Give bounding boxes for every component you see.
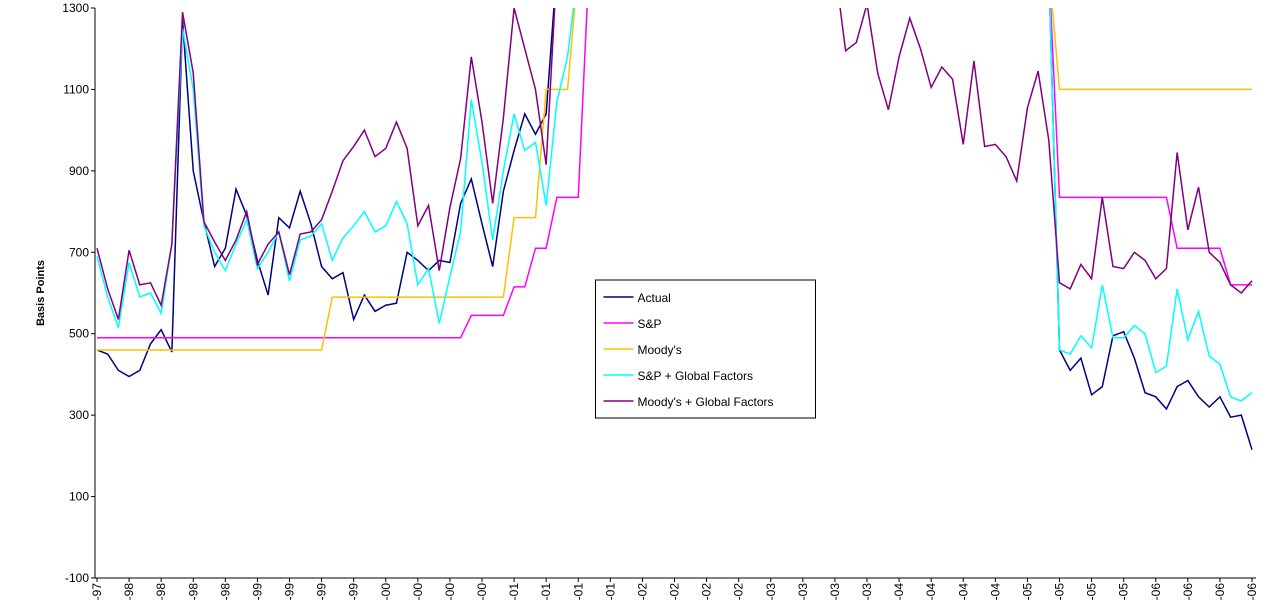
x-tick-label: Jun-00: [411, 583, 425, 600]
legend-label: Actual: [638, 291, 671, 305]
legend-label: Moody's: [638, 343, 682, 357]
series-line: [1051, 8, 1252, 91]
series-line: [1049, 8, 1252, 286]
plot-area: [96, 8, 1253, 450]
x-tick-label: Sep-98: [186, 583, 200, 600]
y-axis-label: Basis Points: [35, 260, 47, 326]
x-tick-label: Mar-04: [892, 583, 906, 600]
y-tick-label: 500: [69, 327, 89, 341]
series-line: [96, 8, 556, 320]
x-tick-label: Dec-06: [1245, 583, 1259, 600]
x-tick-label: Mar-98: [122, 583, 136, 600]
y-tick-label: 1300: [62, 1, 89, 15]
x-tick-label: Dec-01: [603, 583, 617, 600]
x-tick-label: Jun-04: [924, 583, 938, 600]
legend-label: Moody's + Global Factors: [638, 395, 774, 409]
x-tick-label: Mar-06: [1149, 583, 1163, 600]
x-tick-label: Jun-05: [1053, 583, 1067, 600]
y-tick-label: -100: [65, 571, 89, 585]
x-tick-label: Mar-01: [507, 583, 521, 600]
series-line: [97, 8, 576, 351]
x-tick-label: Dec-03: [860, 583, 874, 600]
x-tick-label: Dec-00: [475, 583, 489, 600]
x-tick-label: Mar-00: [379, 583, 393, 600]
x-tick-label: Sep-01: [571, 583, 585, 600]
x-tick-label: Dec-02: [732, 583, 746, 600]
x-tick-label: Mar-99: [250, 583, 264, 600]
x-tick-label: Sep-04: [956, 583, 970, 600]
x-tick-label: Sep-99: [315, 583, 329, 600]
x-tick-label: Dec-97: [90, 583, 104, 600]
x-tick-label: Jun-01: [539, 583, 553, 600]
y-tick-label: 700: [69, 245, 89, 259]
x-tick-label: Dec-04: [988, 583, 1002, 600]
x-tick-label: Jun-99: [283, 583, 297, 600]
x-tick-label: Sep-03: [828, 583, 842, 600]
series-line: [1049, 8, 1253, 402]
y-tick-label: 300: [69, 408, 89, 422]
y-tick-label: 1100: [63, 82, 89, 96]
x-tick-label: Sep-02: [700, 583, 714, 600]
x-tick-label: Jun-98: [154, 583, 168, 600]
series-line: [96, 8, 555, 378]
x-tick-label: Dec-98: [218, 583, 232, 600]
legend-label: S&P + Global Factors: [638, 369, 754, 383]
x-tick-label: Mar-05: [1020, 583, 1034, 600]
series-line: [839, 8, 1253, 295]
x-tick-label: Sep-06: [1213, 583, 1227, 600]
x-tick-label: Dec-99: [347, 583, 361, 600]
legend-label: S&P: [638, 317, 662, 331]
x-tick-label: Dec-05: [1117, 583, 1131, 600]
series-line: [97, 8, 588, 339]
x-tick-label: Mar-03: [764, 583, 778, 600]
y-tick-label: 900: [69, 164, 89, 178]
x-tick-label: Sep-00: [443, 583, 457, 600]
x-tick-label: Sep-05: [1085, 583, 1099, 600]
series-line: [1049, 8, 1253, 450]
legend: Actual S&P Moody's S&P + Global Factors Mood…: [595, 279, 816, 419]
x-tick-label: Jun-03: [796, 583, 810, 600]
x-tick-label: Jun-06: [1181, 583, 1195, 600]
x-tick-label: Mar-02: [635, 583, 649, 600]
y-tick-label: 100: [69, 490, 89, 504]
x-tick-label: Jun-02: [668, 583, 682, 600]
